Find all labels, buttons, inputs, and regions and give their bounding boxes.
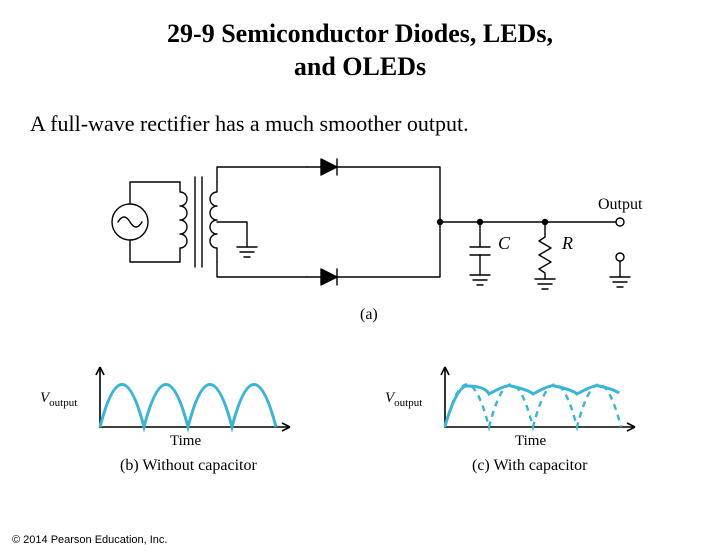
- plot-without-capacitor: Voutput Time (b) Without capacitor: [35, 352, 335, 482]
- plot-b-ysub: output: [49, 397, 77, 409]
- output-label: Output: [598, 196, 643, 213]
- body-text: A full-wave rectifier has a much smoothe…: [30, 111, 720, 137]
- figure-area: C R Output (a) Voutput Time (b) Without …: [0, 147, 720, 507]
- title-line-1: 29-9 Semiconductor Diodes, LEDs,: [167, 19, 553, 48]
- resistor-label: R: [561, 233, 573, 253]
- title-line-2: and OLEDs: [294, 52, 426, 81]
- plot-c-caption: (c) With capacitor: [472, 457, 588, 474]
- plot-c-xlabel: Time: [515, 433, 546, 449]
- svg-text:Voutput: Voutput: [40, 390, 77, 409]
- capacitor-label: C: [498, 233, 511, 253]
- plot-c-ysub: output: [394, 397, 422, 409]
- copyright-text: © 2014 Pearson Education, Inc.: [12, 534, 167, 546]
- page-title: 29-9 Semiconductor Diodes, LEDs, and OLE…: [0, 18, 720, 83]
- circuit-diagram: C R Output (a): [100, 147, 660, 337]
- subfig-a-label: (a): [360, 306, 378, 323]
- svg-text:Voutput: Voutput: [385, 390, 422, 409]
- plot-b-caption: (b) Without capacitor: [120, 457, 257, 474]
- plot-with-capacitor: Voutput Time (c) With capacitor: [380, 352, 680, 482]
- plot-b-xlabel: Time: [170, 433, 201, 449]
